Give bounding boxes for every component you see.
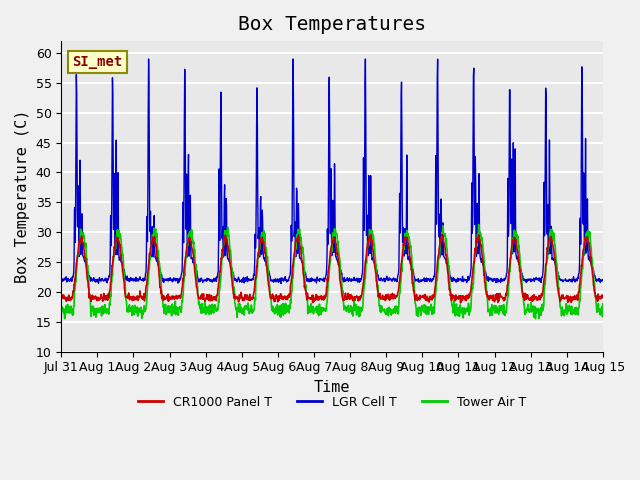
Y-axis label: Box Temperature (C): Box Temperature (C) (15, 109, 30, 283)
Tower Air T (599, 301, 607, 307)
Legend: CR1000 Panel T, LGR Cell T, Tower Air T: CR1000 Panel T, LGR Cell T, Tower Air T (133, 391, 531, 414)
CR1000 Panel T (58, 294, 65, 300)
Tower Air T (532, 316, 540, 322)
Tower Air T (58, 312, 65, 318)
Tower Air T (475, 222, 483, 228)
Tower Air T (178, 302, 186, 308)
CR1000 Panel T (416, 292, 424, 298)
Tower Air T (487, 305, 495, 311)
CR1000 Panel T (164, 299, 172, 304)
LGR Cell T (417, 279, 424, 285)
Title: Box Temperatures: Box Temperatures (238, 15, 426, 34)
LGR Cell T (145, 56, 152, 62)
LGR Cell T (165, 277, 173, 283)
LGR Cell T (536, 278, 543, 284)
CR1000 Panel T (178, 288, 186, 294)
Line: LGR Cell T: LGR Cell T (61, 59, 603, 284)
LGR Cell T (599, 277, 607, 283)
CR1000 Panel T (438, 231, 446, 237)
Tower Air T (416, 305, 424, 311)
Line: Tower Air T: Tower Air T (61, 225, 603, 319)
Text: SI_met: SI_met (72, 55, 122, 69)
CR1000 Panel T (488, 295, 495, 300)
LGR Cell T (239, 278, 246, 284)
LGR Cell T (179, 268, 186, 274)
CR1000 Panel T (239, 297, 246, 302)
LGR Cell T (58, 276, 65, 282)
CR1000 Panel T (599, 294, 607, 300)
CR1000 Panel T (536, 293, 543, 299)
LGR Cell T (488, 276, 495, 281)
Tower Air T (536, 310, 543, 315)
Tower Air T (164, 305, 172, 311)
Line: CR1000 Panel T: CR1000 Panel T (61, 234, 603, 303)
Tower Air T (239, 309, 246, 314)
X-axis label: Time: Time (314, 380, 350, 395)
LGR Cell T (277, 281, 285, 287)
CR1000 Panel T (457, 300, 465, 306)
